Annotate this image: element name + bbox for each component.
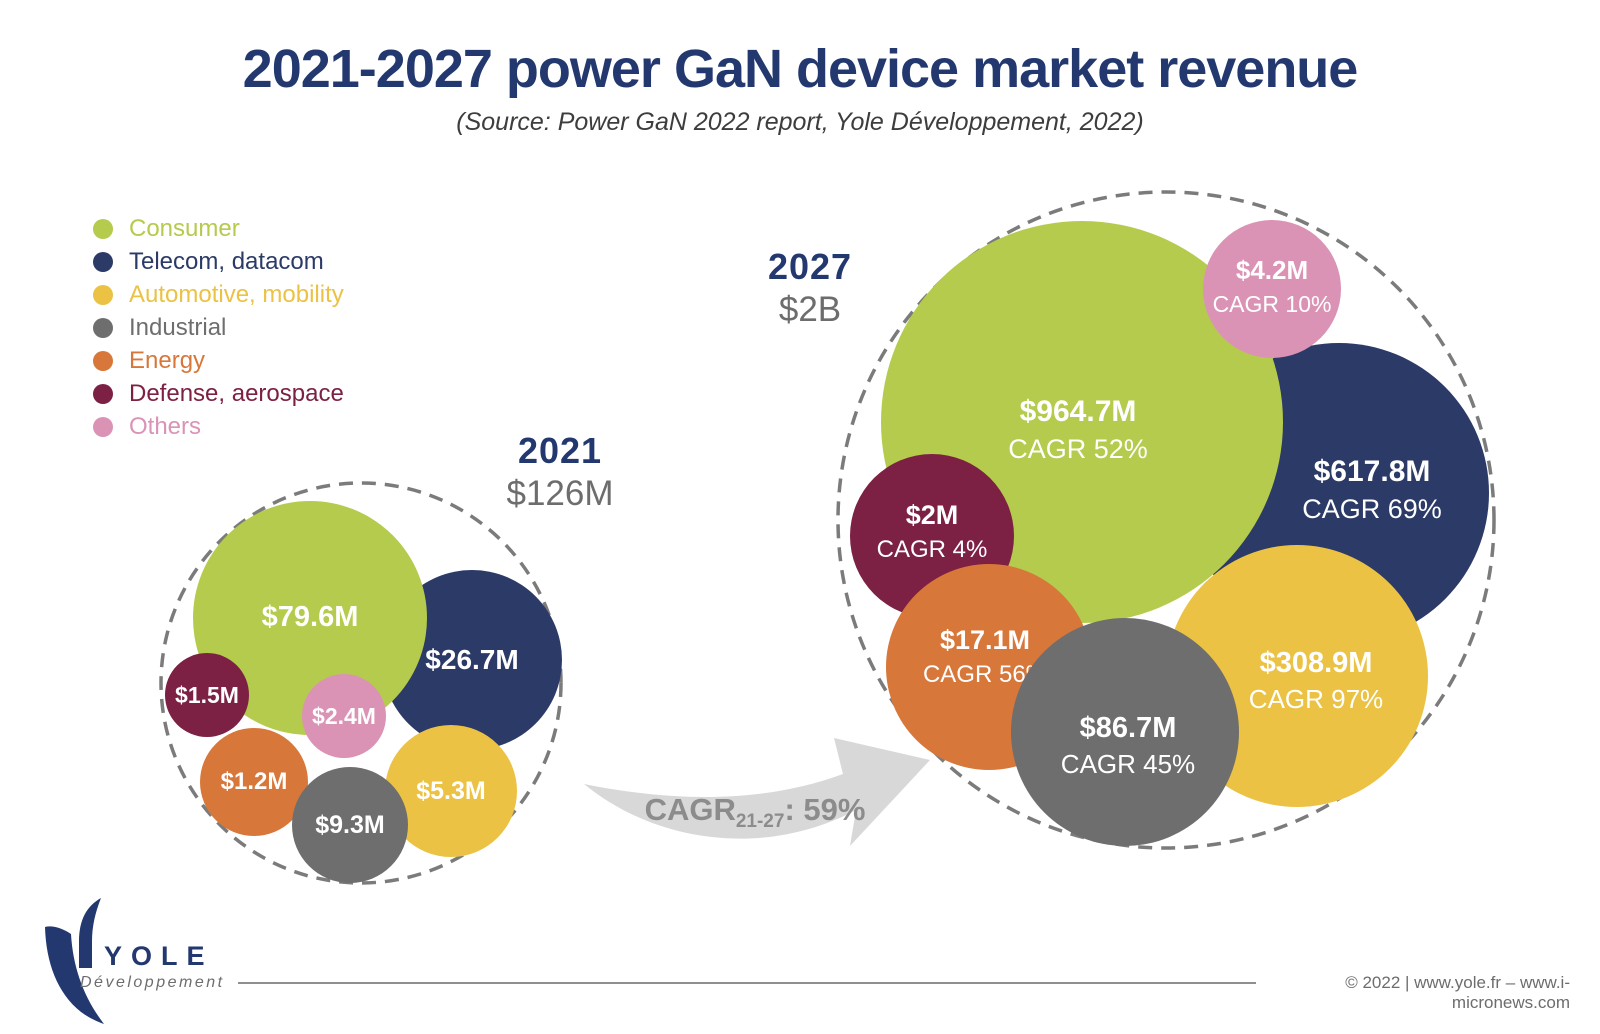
legend-dot-icon [93,251,113,272]
legend-item-consumer: Consumer [93,212,344,245]
cluster-2027-year: 2027 [767,246,853,287]
legend-dot-icon [93,416,113,437]
legend-dot-icon [93,383,113,404]
cluster-2027-total: $2B [778,290,842,329]
cluster-ring-2021 [159,481,563,885]
footer-divider [238,982,1256,984]
legend: Consumer Telecom, datacom Automotive, mobi… [93,212,344,443]
legend-label: Others [129,412,202,440]
legend-dot-icon [93,317,113,338]
copyright-text: © 2022 | www.yole.fr – www.i-micronews.c… [1345,973,1570,1012]
yole-logo-subtitle: Développement [80,974,225,991]
legend-item-telecom-datacom: Telecom, datacom [93,245,344,278]
legend-label: Industrial [129,313,227,341]
legend-item-energy: Energy [93,344,344,377]
cluster-2021-year: 2021 [517,430,603,471]
legend-item-others: Others [93,410,344,443]
cluster-2027-heading: 2027 $2B [710,246,910,330]
cluster-2021-heading: 2021 $126M [460,430,660,514]
cagr-arrow-label: CAGR21-27: 59% [620,792,890,833]
growth-arrow-icon [584,738,930,846]
legend-item-defense-aerospace: Defense, aerospace [93,377,344,410]
yole-logo-swoosh-small-icon [79,898,101,968]
cluster-2021-total: $126M [506,474,614,513]
cluster-ring-2027 [836,190,1496,850]
legend-dot-icon [93,284,113,305]
legend-label: Defense, aerospace [129,379,344,407]
cagr-arrow-subscript: 21-27 [735,811,785,832]
cagr-arrow-prefix: CAGR [644,792,736,827]
yole-logo-title: YOLE [104,941,214,971]
legend-label: Telecom, datacom [129,247,324,275]
legend-item-industrial: Industrial [93,311,344,344]
legend-dot-icon [93,218,113,239]
legend-label: Automotive, mobility [129,280,344,308]
legend-label: Energy [129,346,206,374]
page-subtitle: (Source: Power GaN 2022 report, Yole Dév… [456,108,1144,136]
legend-item-automotive-mobility: Automotive, mobility [93,278,344,311]
yole-logo-swoosh-large-icon [45,926,104,1024]
cagr-arrow-value: : 59% [784,792,866,827]
page-title: 2021-2027 power GaN device market revenu… [242,39,1359,99]
legend-dot-icon [93,350,113,371]
legend-label: Consumer [129,214,240,242]
